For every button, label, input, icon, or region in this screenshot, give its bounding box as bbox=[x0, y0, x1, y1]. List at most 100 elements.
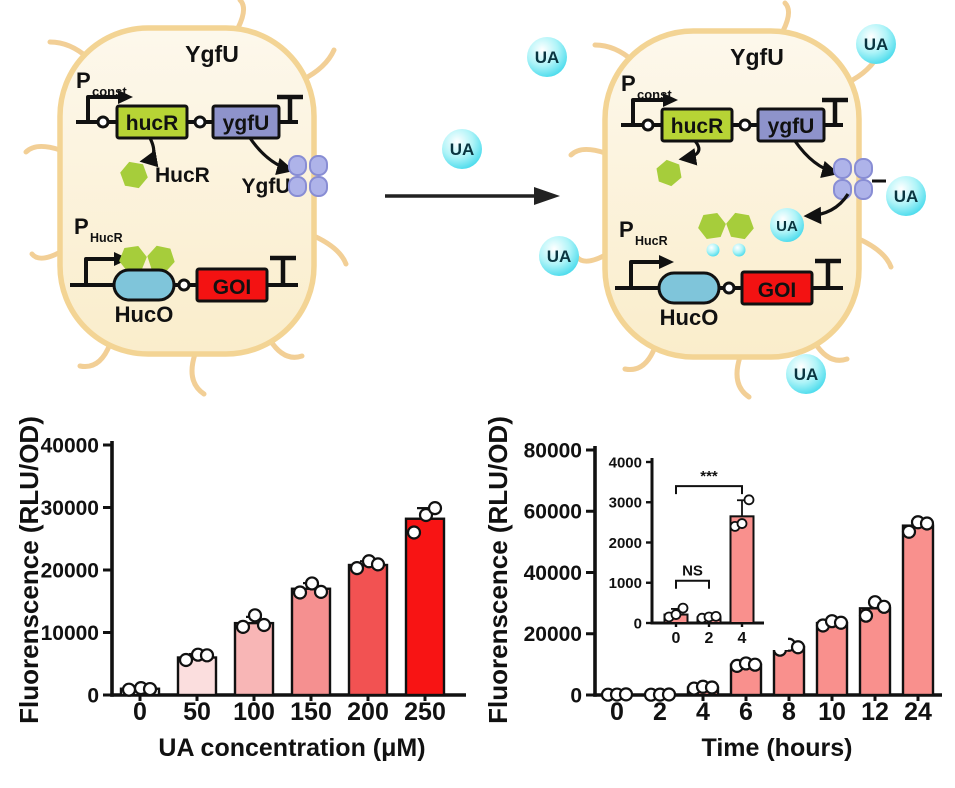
data-point bbox=[704, 680, 720, 695]
y-tick-label: 20000 bbox=[41, 559, 99, 582]
x-tick-label: 10 bbox=[818, 698, 846, 726]
data-point bbox=[736, 518, 748, 529]
ygfu-gene-label: ygfU bbox=[768, 115, 815, 138]
ua-import-arrow bbox=[803, 193, 850, 225]
hucr-gene-label: hucR bbox=[126, 112, 179, 135]
data-point bbox=[919, 516, 935, 531]
goi-gene-box bbox=[195, 267, 269, 303]
rbs-icon bbox=[177, 278, 191, 292]
x-tick-label: 2 bbox=[653, 698, 667, 726]
inset-background bbox=[606, 444, 788, 650]
expression-arrow-ygfu bbox=[248, 137, 295, 175]
significance-bracket bbox=[675, 579, 710, 589]
ua-molecule: UA bbox=[786, 354, 826, 394]
promoter-hucr-arrow bbox=[84, 257, 114, 285]
bar bbox=[901, 524, 935, 697]
ua-dose-response: 0 10000 20000 30000 40000 0 50 100 150 200 250 Fluo… bbox=[14, 416, 466, 762]
significance-bracket bbox=[675, 485, 743, 495]
y-tick-label: 30000 bbox=[41, 497, 99, 520]
terminator-icon bbox=[270, 255, 296, 285]
x-tick-label: 6 bbox=[739, 698, 753, 726]
x-tick-label: 50 bbox=[183, 698, 211, 726]
ua-molecule: UA bbox=[442, 129, 482, 169]
data-point bbox=[901, 524, 917, 539]
goi-gene-box bbox=[740, 270, 814, 306]
goi-gene-label: GOI bbox=[758, 279, 797, 302]
x-tick-label: 8 bbox=[782, 698, 796, 726]
data-point bbox=[349, 561, 365, 576]
ua-molecule: UA bbox=[886, 176, 926, 216]
data-point bbox=[743, 494, 755, 506]
bar bbox=[772, 645, 806, 697]
data-point bbox=[256, 617, 272, 633]
svg-text:UA: UA bbox=[547, 247, 572, 266]
data-point bbox=[661, 687, 677, 702]
time-course-inset: 0 1000 2000 3000 4000 0 2 4 NS *** bbox=[606, 444, 788, 650]
data-point bbox=[418, 507, 434, 523]
x-tick-label: 24 bbox=[904, 698, 932, 726]
data-point bbox=[427, 501, 443, 516]
data-point bbox=[858, 608, 874, 623]
hucr-gene-label: hucR bbox=[671, 115, 724, 138]
y-tick-label: 80000 bbox=[524, 439, 582, 462]
x-tick-label: 2 bbox=[705, 630, 714, 647]
huco-operator-icon bbox=[112, 268, 176, 302]
bar bbox=[347, 563, 389, 697]
ua-molecule: UA bbox=[770, 208, 804, 242]
promoter-const-arrowhead bbox=[118, 90, 133, 104]
bar bbox=[404, 517, 446, 697]
y-tick-label: 3000 bbox=[609, 495, 642, 512]
rbs-icon bbox=[738, 118, 752, 132]
bar bbox=[233, 621, 275, 697]
transition-arrow bbox=[385, 187, 560, 205]
data-point bbox=[876, 599, 892, 614]
ua-molecule: UA bbox=[856, 24, 896, 64]
bar bbox=[290, 587, 332, 697]
data-point bbox=[235, 619, 251, 634]
ua-droplet-icon bbox=[732, 243, 746, 257]
ygfu-transporter-icon bbox=[288, 155, 328, 197]
data-point bbox=[142, 681, 158, 697]
hucr-gene-box bbox=[115, 104, 189, 140]
promoter-hucr-label: P bbox=[619, 217, 634, 242]
data-point bbox=[313, 584, 329, 599]
right-cell: YgfU P const hucR ygfU bbox=[568, 0, 894, 400]
significance-label: *** bbox=[700, 468, 718, 485]
promoter-hucr-subscript: HucR bbox=[90, 231, 123, 245]
y-tick-label: 2000 bbox=[609, 535, 642, 552]
expression-arrow-hucr bbox=[139, 137, 159, 168]
y-tick-label: 10000 bbox=[41, 622, 99, 645]
rbs-icon bbox=[641, 118, 655, 132]
hucr-protein-label: HucR bbox=[155, 164, 210, 187]
y-tick-label: 40000 bbox=[41, 434, 99, 457]
data-point bbox=[199, 648, 215, 663]
svg-text:UA: UA bbox=[776, 218, 798, 235]
data-point bbox=[247, 608, 263, 623]
bar bbox=[858, 607, 892, 697]
y-axis-label: Fluorenscence (RLU/OD) bbox=[483, 416, 513, 724]
data-point bbox=[677, 602, 689, 614]
y-tick-label: 4000 bbox=[609, 454, 642, 471]
data-point bbox=[790, 640, 806, 655]
x-axis-label: Time (hours) bbox=[702, 734, 853, 762]
flagella bbox=[568, 0, 894, 400]
flagella bbox=[23, 0, 349, 397]
terminator-icon bbox=[815, 258, 841, 288]
x-tick-label: 4 bbox=[738, 630, 747, 647]
data-point bbox=[406, 525, 422, 540]
x-tick-label: 100 bbox=[233, 698, 275, 726]
y-tick-label: 0 bbox=[87, 684, 99, 707]
promoter-const-label: P bbox=[621, 71, 636, 96]
ygfu-transporter-icon bbox=[833, 158, 873, 200]
x-tick-label: 0 bbox=[672, 630, 681, 647]
ygfu-protein-label: YgfU bbox=[242, 175, 291, 198]
svg-text:UA: UA bbox=[864, 35, 889, 54]
huco-label: HucO bbox=[660, 305, 719, 330]
y-tick-label: 20000 bbox=[524, 623, 582, 646]
promoter-hucr-label: P bbox=[74, 214, 89, 239]
terminator-icon bbox=[822, 97, 848, 125]
ygfu-gene-box bbox=[211, 104, 281, 140]
y-tick-label: 60000 bbox=[524, 501, 582, 524]
